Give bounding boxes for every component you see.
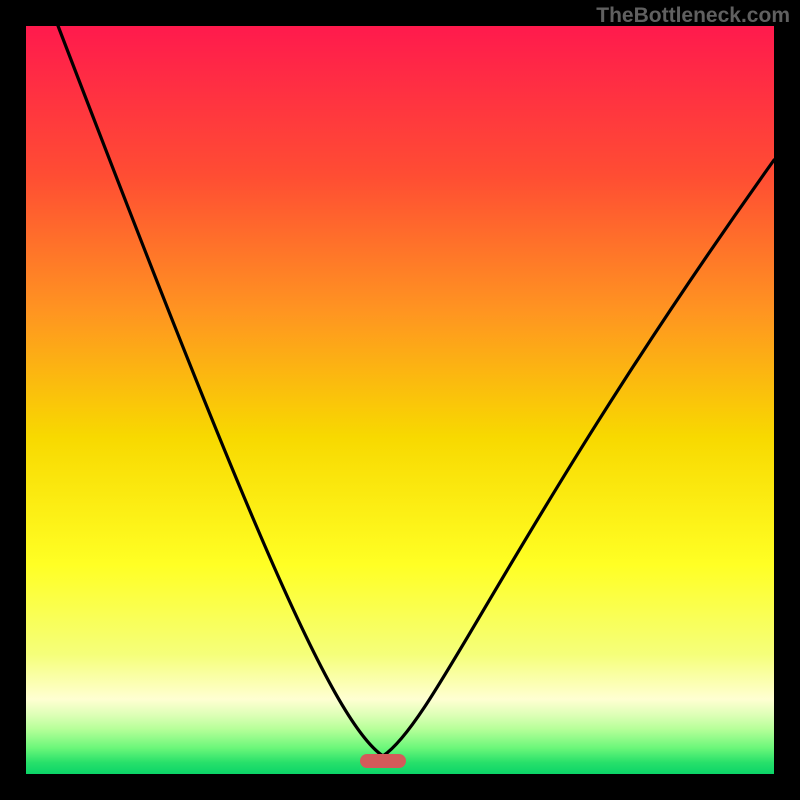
optimal-marker	[360, 754, 406, 768]
gradient-background	[26, 26, 774, 774]
bottleneck-chart	[0, 0, 800, 800]
chart-container: TheBottleneck.com	[0, 0, 800, 800]
